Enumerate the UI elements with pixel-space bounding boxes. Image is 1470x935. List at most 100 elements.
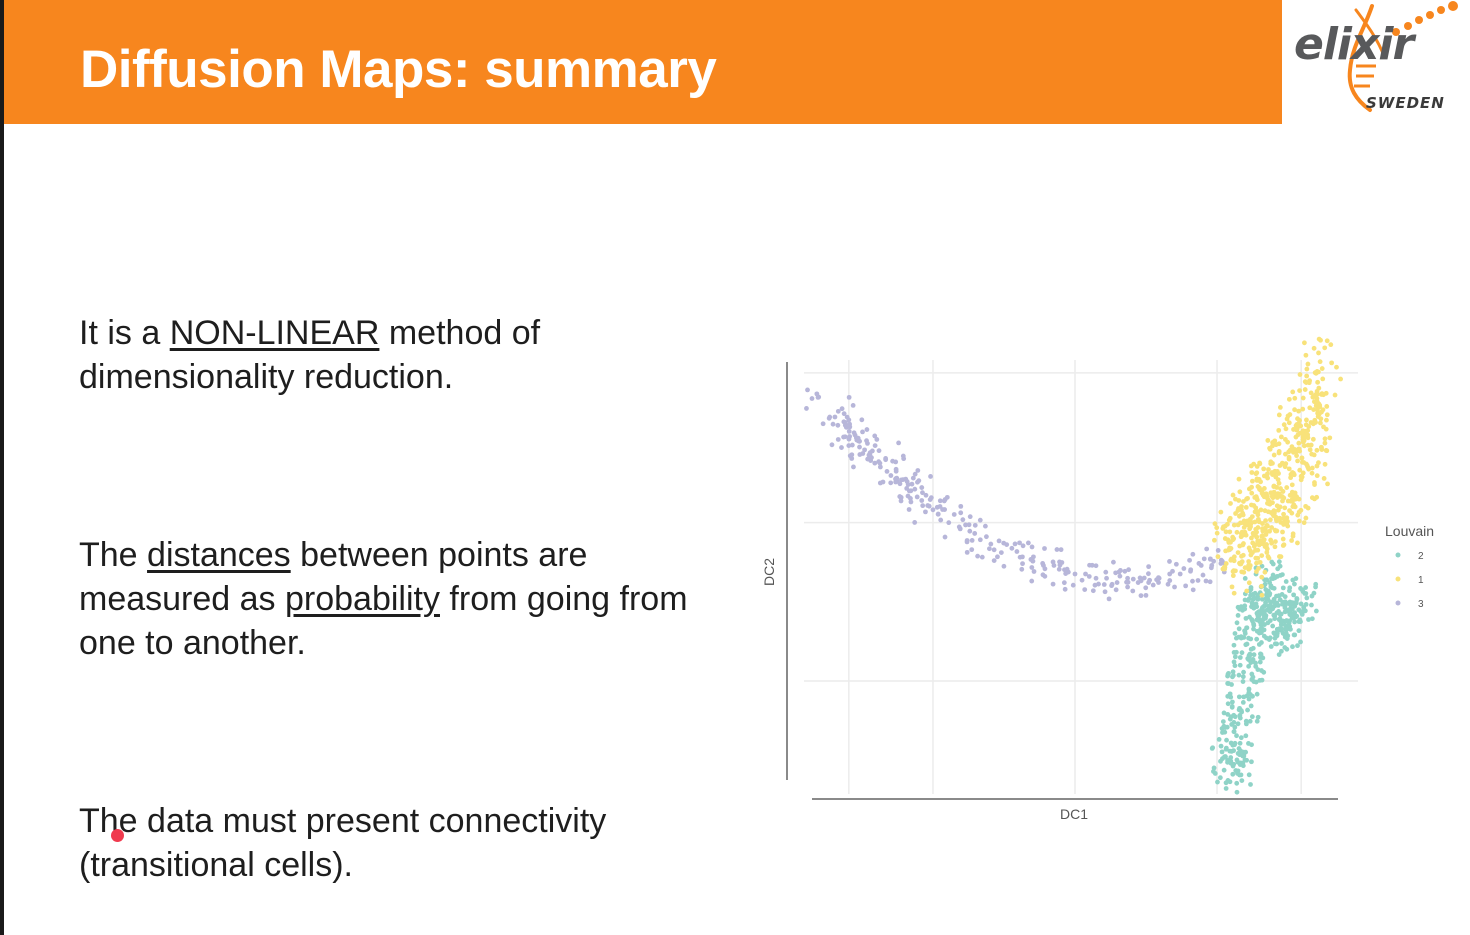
scatter-point-louvain-1 bbox=[1229, 584, 1235, 590]
bullet-text: The bbox=[79, 536, 148, 574]
scatter-point-louvain-1 bbox=[1323, 390, 1329, 396]
scatter-point-louvain-1 bbox=[1265, 438, 1271, 443]
scatter-point-louvain-1 bbox=[1338, 376, 1343, 382]
scatter-point-louvain-3 bbox=[915, 468, 921, 473]
scatter-point-louvain-1 bbox=[1273, 528, 1279, 534]
scatter-point-louvain-1 bbox=[1228, 539, 1233, 545]
scatter-point-louvain-2 bbox=[1271, 630, 1277, 636]
scatter-point-louvain-3 bbox=[1040, 561, 1046, 566]
scatter-point-louvain-2 bbox=[1249, 759, 1254, 765]
scatter-point-louvain-3 bbox=[1165, 581, 1171, 587]
scatter-point-louvain-3 bbox=[1117, 573, 1123, 579]
scatter-point-louvain-3 bbox=[841, 419, 847, 425]
scatter-point-louvain-3 bbox=[846, 428, 852, 434]
scatter-point-louvain-2 bbox=[1229, 704, 1235, 709]
logo-wordmark: elixir bbox=[1294, 19, 1414, 70]
scatter-point-louvain-1 bbox=[1238, 534, 1244, 540]
scatter-point-louvain-2 bbox=[1249, 677, 1255, 682]
scatter-point-louvain-3 bbox=[977, 517, 983, 523]
scatter-point-louvain-1 bbox=[1270, 472, 1275, 477]
scatter-point-louvain-3 bbox=[982, 523, 988, 529]
scatter-point-louvain-1 bbox=[1255, 525, 1261, 530]
scatter-point-louvain-1 bbox=[1322, 436, 1328, 442]
scatter-point-louvain-1 bbox=[1234, 529, 1240, 535]
scatter-point-louvain-3 bbox=[930, 507, 936, 513]
scatter-point-louvain-2 bbox=[1278, 611, 1284, 617]
scatter-point-louvain-1 bbox=[1307, 378, 1312, 384]
scatter-point-louvain-3 bbox=[1058, 547, 1064, 553]
scatter-point-louvain-1 bbox=[1212, 521, 1218, 527]
scatter-point-louvain-1 bbox=[1290, 504, 1296, 509]
scatter-point-louvain-2 bbox=[1267, 635, 1273, 641]
scatter-point-louvain-2 bbox=[1292, 619, 1297, 625]
scatter-point-louvain-1 bbox=[1227, 529, 1233, 535]
scatter-point-louvain-1 bbox=[1250, 530, 1256, 536]
scatter-point-louvain-1 bbox=[1323, 426, 1329, 432]
scatter-point-louvain-1 bbox=[1302, 340, 1307, 346]
scatter-point-louvain-2 bbox=[1231, 720, 1237, 725]
scatter-point-louvain-3 bbox=[919, 485, 925, 490]
scatter-point-louvain-1 bbox=[1246, 545, 1252, 551]
scatter-point-louvain-2 bbox=[1251, 622, 1257, 628]
scatter-point-louvain-3 bbox=[1025, 540, 1031, 546]
scatter-point-louvain-2 bbox=[1234, 620, 1240, 626]
scatter-point-louvain-2 bbox=[1261, 627, 1267, 633]
scatter-point-louvain-3 bbox=[867, 450, 873, 456]
scatter-point-louvain-1 bbox=[1332, 392, 1338, 398]
scatter-point-louvain-3 bbox=[896, 440, 901, 446]
scatter-point-louvain-2 bbox=[1251, 595, 1257, 601]
scatter-point-louvain-3 bbox=[964, 539, 970, 545]
scatter-point-louvain-1 bbox=[1317, 402, 1323, 408]
scatter-point-louvain-3 bbox=[826, 415, 832, 421]
scatter-point-louvain-1 bbox=[1267, 517, 1273, 523]
scatter-point-louvain-3 bbox=[979, 554, 985, 560]
scatter-point-louvain-1 bbox=[1286, 456, 1292, 462]
scatter-point-louvain-2 bbox=[1216, 737, 1222, 742]
scatter-point-louvain-3 bbox=[1054, 547, 1060, 552]
scatter-point-louvain-1 bbox=[1317, 359, 1323, 365]
scatter-point-louvain-2 bbox=[1257, 659, 1263, 665]
scatter-point-louvain-1 bbox=[1281, 422, 1287, 428]
scatter-point-louvain-1 bbox=[1314, 473, 1320, 479]
scatter-point-louvain-2 bbox=[1241, 669, 1246, 675]
scatter-point-louvain-2 bbox=[1298, 601, 1304, 607]
scatter-point-louvain-2 bbox=[1272, 635, 1278, 641]
scatter-point-louvain-2 bbox=[1231, 748, 1236, 754]
scatter-point-louvain-2 bbox=[1303, 591, 1309, 596]
scatter-point-louvain-2 bbox=[1239, 709, 1245, 715]
scatter-point-louvain-2 bbox=[1237, 762, 1243, 767]
scatter-point-louvain-3 bbox=[991, 558, 997, 564]
scatter-point-louvain-2 bbox=[1231, 761, 1237, 767]
scatter-point-louvain-1 bbox=[1297, 467, 1303, 473]
scatter-point-louvain-1 bbox=[1271, 513, 1277, 519]
scatter-point-louvain-1 bbox=[1295, 458, 1300, 464]
scatter-point-louvain-1 bbox=[1295, 540, 1300, 546]
scatter-point-louvain-1 bbox=[1281, 522, 1287, 527]
chart-grid bbox=[804, 360, 1358, 794]
scatter-point-louvain-2 bbox=[1282, 603, 1288, 608]
scatter-point-louvain-2 bbox=[1227, 716, 1233, 722]
scatter-point-louvain-3 bbox=[1020, 554, 1025, 560]
scatter-point-louvain-1 bbox=[1295, 512, 1301, 518]
scatter-point-louvain-1 bbox=[1255, 484, 1261, 489]
scatter-point-louvain-2 bbox=[1282, 594, 1288, 600]
scatter-point-louvain-3 bbox=[872, 460, 878, 466]
scatter-point-louvain-1 bbox=[1312, 370, 1318, 376]
scatter-point-louvain-3 bbox=[830, 421, 836, 427]
scatter-point-louvain-1 bbox=[1319, 447, 1325, 452]
scatter-point-louvain-3 bbox=[1042, 546, 1047, 551]
scatter-point-louvain-3 bbox=[1154, 577, 1160, 583]
scatter-point-louvain-3 bbox=[908, 499, 914, 505]
scatter-point-louvain-3 bbox=[1138, 593, 1144, 599]
scatter-point-louvain-1 bbox=[1324, 412, 1330, 418]
scatter-point-louvain-1 bbox=[1223, 529, 1229, 535]
scatter-point-louvain-2 bbox=[1268, 644, 1274, 649]
scatter-point-louvain-3 bbox=[847, 424, 853, 430]
scatter-point-louvain-2 bbox=[1269, 576, 1274, 581]
scatter-point-louvain-3 bbox=[805, 387, 810, 393]
scatter-point-louvain-2 bbox=[1299, 611, 1305, 617]
scatter-point-louvain-2 bbox=[1259, 640, 1264, 645]
scatter-point-louvain-2 bbox=[1236, 694, 1242, 700]
scatter-point-louvain-1 bbox=[1230, 492, 1236, 498]
scatter-point-louvain-2 bbox=[1257, 651, 1263, 657]
